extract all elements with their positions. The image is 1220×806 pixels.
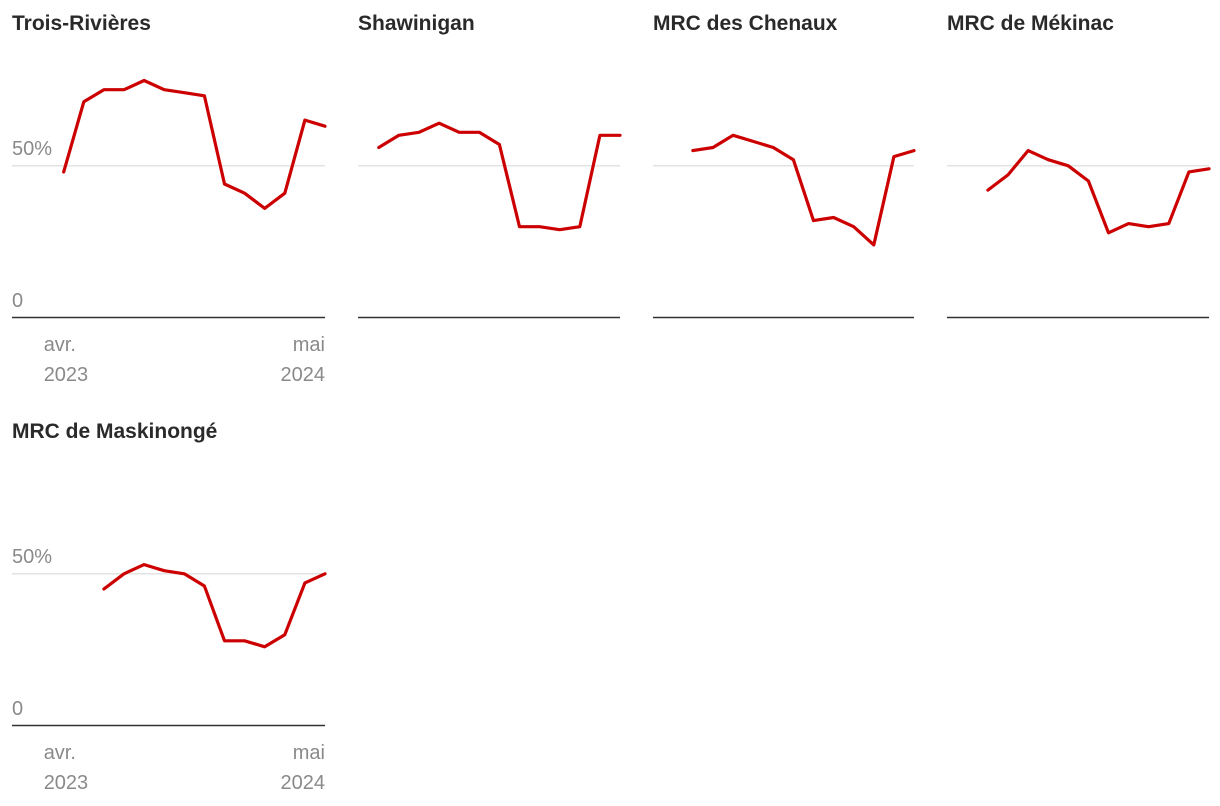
chart-title: MRC de Maskinongé <box>12 420 218 443</box>
data-point <box>223 182 226 186</box>
data-point <box>283 192 286 195</box>
data-point <box>752 140 755 143</box>
y-tick-label: 0 <box>12 698 24 720</box>
data-point <box>578 225 581 228</box>
data-point <box>1026 149 1030 152</box>
data-point <box>122 572 126 575</box>
plot-area <box>358 121 622 319</box>
data-point <box>618 134 622 137</box>
data-point <box>243 192 246 195</box>
y-tick-label: 50% <box>12 137 53 160</box>
data-point <box>223 639 226 642</box>
data-point <box>203 94 206 97</box>
data-point <box>1107 231 1110 234</box>
data-point <box>598 134 602 137</box>
y-tick-label: 50% <box>12 545 53 568</box>
data-point <box>183 572 186 575</box>
data-point <box>1067 164 1070 167</box>
x-tick-year: 2023 <box>43 364 89 386</box>
data-point <box>478 131 481 134</box>
data-point <box>417 131 421 134</box>
data-point <box>832 216 835 219</box>
data-point <box>558 228 561 231</box>
chart-panel: MRC des Chenaux <box>653 12 916 397</box>
data-point <box>163 569 166 572</box>
data-point <box>303 581 307 585</box>
data-point <box>986 188 990 192</box>
data-point <box>872 243 875 247</box>
data-point <box>303 118 307 122</box>
data-point <box>691 149 695 152</box>
plot-area <box>12 78 327 319</box>
chart-title: Trois-Rivières <box>12 12 151 35</box>
x-tick-label: mai 2024 <box>281 738 326 798</box>
series-line <box>102 563 327 649</box>
data-point <box>437 122 441 125</box>
data-point <box>283 633 286 636</box>
chart-title: MRC des Chenaux <box>653 12 838 35</box>
y-tick-label: 0 <box>12 290 24 312</box>
data-point <box>812 219 815 222</box>
x-tick-month: avr. <box>43 334 76 356</box>
data-point <box>912 149 916 152</box>
plot-area <box>12 563 327 727</box>
data-point <box>1207 167 1211 170</box>
x-tick-year: 2023 <box>43 772 89 794</box>
data-point <box>792 158 795 161</box>
data-point <box>323 125 327 128</box>
data-point <box>62 170 65 174</box>
data-point <box>183 91 186 94</box>
x-tick-year: 2024 <box>280 364 326 386</box>
data-point <box>323 572 327 575</box>
series-line <box>691 133 916 247</box>
x-tick-label: avr. 2023 <box>44 330 89 390</box>
data-point <box>203 584 206 588</box>
data-point <box>263 207 266 210</box>
chart-panel: Trois-Rivières 0 50% avr. 2023 mai 2024 <box>12 12 327 397</box>
data-point <box>102 88 106 91</box>
data-point <box>243 639 246 642</box>
series-line <box>986 149 1211 235</box>
x-tick-month: avr. <box>43 742 76 764</box>
data-point <box>518 225 521 228</box>
data-point <box>377 146 380 149</box>
x-tick-label: avr. 2023 <box>44 738 89 798</box>
x-tick-label: mai 2024 <box>281 330 326 390</box>
data-point <box>142 79 146 82</box>
x-tick-month: mai <box>292 334 325 356</box>
series-line <box>377 121 622 232</box>
data-point <box>122 88 126 91</box>
data-point <box>1187 170 1191 174</box>
data-point <box>1147 225 1150 228</box>
data-point <box>1047 158 1050 161</box>
data-point <box>852 225 855 228</box>
chart-panel: MRC de Maskinongé 0 50% avr. 2023 mai 2024 <box>12 420 327 805</box>
data-point <box>263 645 266 648</box>
data-point <box>1006 173 1010 177</box>
chart-title: Shawinigan <box>358 12 475 35</box>
series-line <box>62 78 327 210</box>
data-point <box>731 134 735 137</box>
data-point <box>458 131 461 134</box>
data-point <box>538 225 541 228</box>
chart-panel: MRC de Mékinac <box>947 12 1211 397</box>
data-point <box>82 100 86 103</box>
plot-area <box>653 133 916 319</box>
data-point <box>1127 222 1130 225</box>
data-point <box>892 155 896 158</box>
data-point <box>711 146 715 149</box>
data-point <box>1167 222 1170 225</box>
data-point <box>1087 179 1090 183</box>
data-point <box>397 134 401 137</box>
chart-title: MRC de Mékinac <box>947 12 1114 35</box>
data-point <box>142 563 146 566</box>
x-tick-month: mai <box>292 742 325 764</box>
plot-area <box>947 149 1211 319</box>
data-point <box>772 146 775 149</box>
chart-panel: Shawinigan <box>358 12 622 397</box>
data-point <box>163 88 166 91</box>
x-tick-year: 2024 <box>280 772 326 794</box>
data-point <box>102 587 106 591</box>
data-point <box>498 143 501 146</box>
